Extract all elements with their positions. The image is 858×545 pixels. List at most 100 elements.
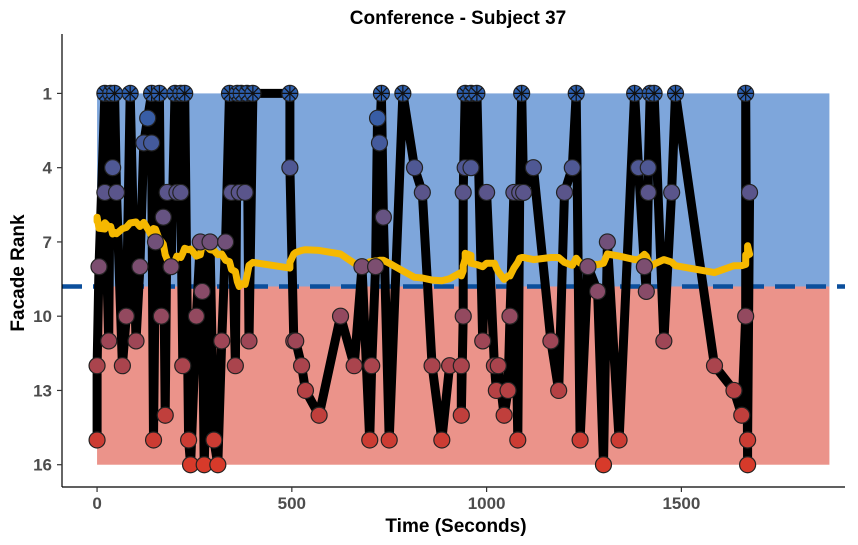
data-point	[226, 357, 244, 375]
data-point	[345, 357, 363, 375]
y-tick-label: 7	[43, 233, 52, 252]
data-point	[374, 208, 392, 226]
data-point	[635, 258, 653, 276]
data-point	[213, 332, 231, 350]
data-point-marker	[568, 85, 585, 102]
data-point-marker	[667, 85, 684, 102]
data-point-marker	[468, 85, 485, 102]
data-point	[454, 183, 472, 202]
data-point	[174, 357, 192, 375]
data-point	[462, 159, 480, 177]
y-tick-label: 4	[43, 159, 53, 178]
y-tick-label: 16	[33, 456, 52, 475]
y-tick-label: 13	[33, 381, 52, 400]
data-point	[88, 357, 106, 375]
data-point	[563, 159, 581, 177]
data-point	[579, 258, 597, 276]
x-tick-label: 1000	[468, 494, 506, 513]
data-point	[88, 431, 106, 449]
data-point	[292, 357, 311, 375]
data-point-marker	[176, 85, 193, 102]
chart-title: Conference - Subject 37	[350, 8, 566, 29]
y-tick-label: 1	[43, 84, 52, 103]
data-point	[172, 183, 190, 202]
data-point-marker	[281, 85, 298, 102]
data-point	[366, 258, 385, 276]
data-point	[501, 307, 519, 325]
data-point	[107, 183, 126, 202]
data-point	[499, 381, 517, 400]
y-axis-title: Facade Rank	[8, 214, 29, 332]
data-point-marker	[513, 85, 530, 102]
data-point	[100, 332, 118, 350]
data-point	[236, 183, 254, 202]
data-point-marker	[394, 85, 411, 102]
data-point	[331, 307, 350, 325]
data-point	[598, 233, 616, 251]
x-tick-label: 0	[92, 494, 101, 513]
data-point	[610, 431, 628, 449]
data-point	[205, 431, 223, 449]
data-point	[740, 183, 759, 202]
x-tick-label: 1500	[662, 494, 700, 513]
data-point	[193, 282, 211, 301]
data-point	[571, 431, 589, 449]
data-point	[594, 456, 613, 474]
data-point	[524, 159, 542, 177]
data-point	[452, 406, 470, 424]
data-point	[240, 332, 258, 350]
data-point	[454, 307, 472, 325]
data-point	[452, 357, 470, 375]
data-point	[162, 258, 180, 276]
data-point	[370, 134, 389, 152]
data-point	[281, 159, 299, 177]
data-point	[515, 183, 533, 202]
data-point	[209, 456, 227, 474]
data-point	[639, 183, 657, 202]
data-point	[478, 183, 496, 202]
data-point	[104, 159, 122, 177]
data-point	[363, 357, 381, 375]
data-point	[550, 381, 568, 400]
data-point	[361, 431, 379, 449]
data-point	[368, 109, 387, 127]
data-point	[705, 357, 724, 375]
plot-area	[62, 84, 845, 474]
data-point	[509, 431, 527, 449]
data-point-marker	[151, 85, 168, 102]
data-point	[287, 332, 305, 350]
x-axis-title: Time (Seconds)	[385, 516, 526, 537]
x-tick-label: 500	[278, 494, 306, 513]
data-point	[139, 109, 157, 127]
data-point-marker	[244, 85, 261, 102]
data-point-marker	[646, 85, 663, 102]
data-point	[474, 332, 492, 350]
data-point	[113, 357, 131, 375]
data-point	[217, 233, 235, 251]
data-point-marker	[106, 85, 123, 102]
data-point	[296, 381, 315, 400]
data-point	[639, 159, 657, 177]
data-point	[156, 406, 174, 424]
data-point-marker	[626, 85, 643, 102]
data-point-marker	[737, 85, 754, 102]
data-point-marker	[122, 85, 139, 102]
data-point	[405, 159, 424, 177]
data-point	[725, 381, 743, 400]
data-point	[739, 431, 757, 449]
data-point-marker	[373, 85, 390, 102]
data-point	[117, 307, 135, 325]
data-point	[733, 406, 751, 424]
y-tick-label: 10	[33, 307, 52, 326]
data-point	[201, 233, 219, 251]
data-point	[739, 456, 757, 474]
data-point	[187, 307, 205, 325]
data-point	[589, 282, 607, 301]
data-point	[637, 282, 655, 301]
axes: Conference - Subject 37 Time (Seconds) F…	[8, 8, 845, 537]
data-point	[144, 431, 163, 449]
data-point	[542, 332, 560, 350]
data-point	[131, 258, 149, 276]
data-point	[90, 258, 108, 276]
